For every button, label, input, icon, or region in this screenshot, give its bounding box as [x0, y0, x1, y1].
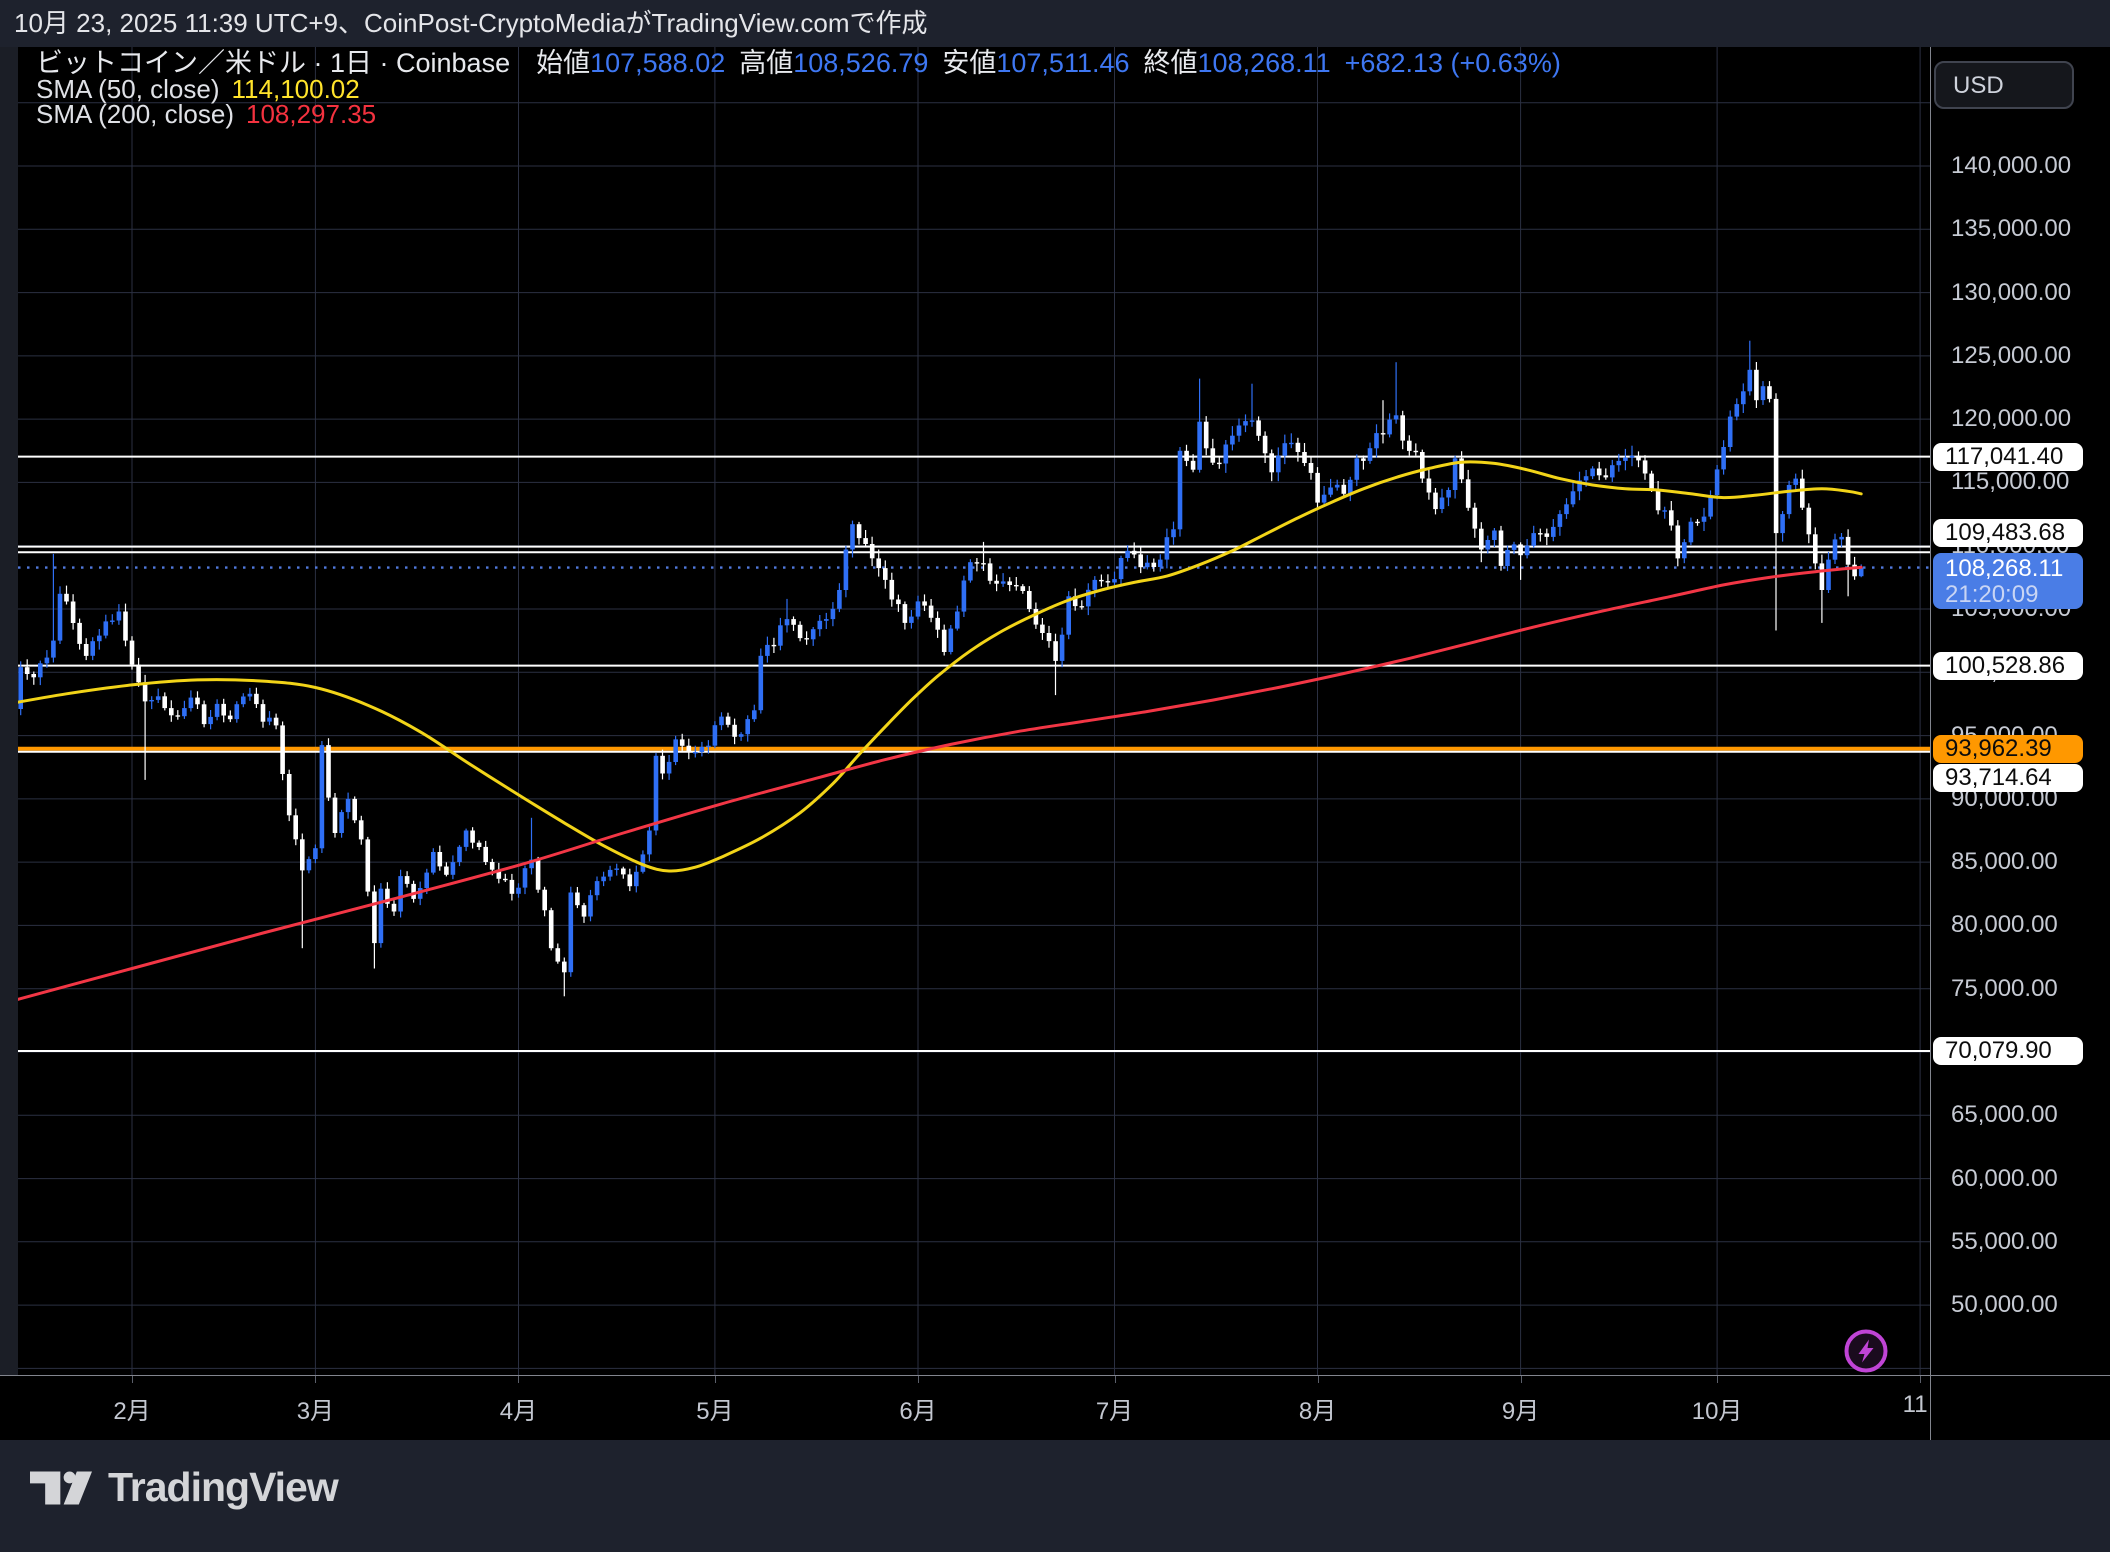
sma50-value: 114,100.02	[231, 74, 360, 104]
month-tick	[1717, 1376, 1719, 1383]
month-label: 2月	[113, 1398, 151, 1425]
open-value: 107,588.02	[590, 48, 726, 78]
month-label: 11	[1902, 1391, 1928, 1418]
attribution-text: 10月 23, 2025 11:39 UTC+9、CoinPost-Crypto…	[14, 8, 928, 38]
month-label: 4月	[499, 1398, 538, 1425]
month-tick	[1520, 1376, 1522, 1383]
time-axis-separator	[0, 1375, 2110, 1376]
countdown-timer: 21:20:09	[1945, 580, 2039, 608]
price-tick-label: 115,000.00	[1951, 468, 2070, 496]
month-label: 9月	[1501, 1398, 1540, 1425]
month-label: 8月	[1298, 1398, 1337, 1425]
month-tick	[1317, 1376, 1319, 1383]
price-level-badge: 70,079.90	[1933, 1036, 2083, 1065]
time-axis[interactable]: 2月 3月 4月 5月 6月 7月 8月 9月 10月 11	[0, 1376, 2110, 1440]
tradingview-logo[interactable]: TradingView	[30, 1464, 339, 1511]
chart-left-margin	[0, 47, 18, 1440]
attribution-bar: 10月 23, 2025 11:39 UTC+9、CoinPost-Crypto…	[0, 0, 2110, 47]
price-tick-label: 125,000.00	[1951, 341, 2072, 369]
month-label: 10月	[1691, 1398, 1743, 1425]
price-tick-label: 130,000.00	[1951, 278, 2072, 306]
chart-legend: ビットコイン／米ドル · 1日 · Coinbase 始値107,588.02 高値…	[36, 48, 1561, 129]
tradingview-wordmark: TradingView	[108, 1464, 339, 1510]
sma200-label: SMA (200, close)	[36, 99, 234, 129]
open-label: 始値	[536, 48, 591, 78]
sma200-value: 108,297.35	[245, 99, 377, 129]
month-tick	[1920, 1376, 1922, 1383]
price-level-badge: 109,483.68	[1933, 519, 2083, 548]
sma50-label: SMA (50, close)	[36, 74, 220, 104]
price-axis-separator	[1930, 47, 1931, 1440]
price-tick-label: 60,000.00	[1951, 1164, 2058, 1192]
month-tick	[518, 1376, 520, 1383]
price-tick-label: 55,000.00	[1951, 1227, 2058, 1255]
change-value: +682.13 (+0.63%)	[1344, 48, 1561, 78]
month-tick	[1114, 1376, 1116, 1383]
price-tick-label: 75,000.00	[1951, 974, 2058, 1002]
close-label: 終値	[1143, 48, 1198, 78]
price-tick-label: 140,000.00	[1951, 152, 2072, 179]
current-price-badge: 108,268.11 21:20:09	[1933, 552, 2083, 609]
sma50-legend-row[interactable]: SMA (50, close) 114,100.02	[36, 74, 1561, 104]
high-value: 108,526.79	[793, 48, 929, 78]
low-value: 107,511.46	[996, 48, 1130, 78]
price-tick-label: 85,000.00	[1951, 848, 2058, 876]
symbol-title: ビットコイン／米ドル · 1日 · Coinbase	[36, 48, 511, 78]
tradingview-logomark-icon	[30, 1471, 92, 1504]
price-level-badge: 93,714.64	[1933, 763, 2083, 792]
high-label: 高値	[739, 48, 794, 78]
month-tick	[714, 1376, 716, 1383]
lightning-icon	[1844, 1329, 1888, 1373]
close-value: 108,268.11	[1197, 48, 1331, 78]
low-label: 安値	[942, 48, 997, 78]
price-level-badge: 117,041.40	[1933, 442, 2083, 471]
price-tick-label: 80,000.00	[1951, 911, 2058, 939]
month-tick	[315, 1376, 317, 1383]
price-level-badge: 93,962.39	[1933, 734, 2083, 763]
price-axis[interactable]: USD 140,000.00 135,000.00 130,000.00 125,00…	[1930, 47, 2110, 1375]
month-tick	[132, 1376, 133, 1383]
month-label: 6月	[899, 1398, 937, 1425]
price-tick-label: 120,000.00	[1951, 405, 2072, 433]
sma200-legend-row[interactable]: SMA (200, close) 108,297.35	[36, 99, 1561, 129]
chart-canvas[interactable]	[0, 47, 1930, 1375]
currency-button[interactable]: USD	[1934, 61, 2074, 109]
month-tick	[918, 1376, 919, 1383]
month-label: 5月	[696, 1398, 734, 1425]
footer-bar: TradingView	[0, 1440, 2110, 1552]
boost-button[interactable]	[1842, 1327, 1890, 1375]
symbol-ohlc-row: ビットコイン／米ドル · 1日 · Coinbase 始値107,588.02 高値…	[36, 48, 1561, 78]
price-tick-label: 65,000.00	[1951, 1101, 2058, 1129]
candlestick-chart	[0, 47, 1930, 1375]
month-label: 7月	[1095, 1398, 1134, 1425]
month-label: 3月	[296, 1398, 335, 1425]
price-tick-label: 135,000.00	[1951, 215, 2072, 243]
price-level-badge: 100,528.86	[1933, 651, 2083, 680]
price-tick-label: 50,000.00	[1951, 1291, 2058, 1319]
